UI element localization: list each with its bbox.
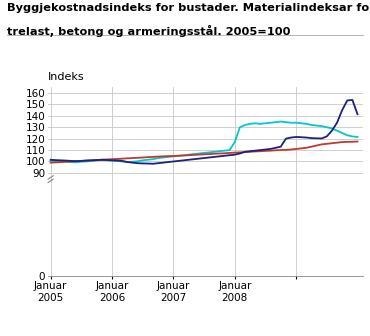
Betong [110, 157, 114, 161]
Betong [48, 161, 53, 165]
Text: Byggjekostnadsindeks for bustader. Materialindeksar for: Byggjekostnadsindeks for bustader. Mater… [7, 3, 370, 13]
Armeringsstål [48, 158, 53, 162]
Text: trelast, betong og armeringsstål. 2005=100: trelast, betong og armeringsstål. 2005=1… [7, 25, 291, 37]
Trelast [324, 125, 329, 129]
Armeringsstål [120, 159, 124, 163]
Armeringsstål [217, 154, 222, 158]
Trelast [355, 135, 360, 139]
Line: Trelast: Trelast [51, 122, 357, 162]
Armeringsstål [350, 98, 354, 102]
Armeringsstål [151, 162, 155, 166]
Trelast [279, 120, 283, 124]
Text: Indeks: Indeks [48, 72, 85, 82]
Armeringsstål [110, 158, 114, 162]
Armeringsstål [355, 112, 360, 116]
Line: Armeringsstål: Armeringsstål [51, 100, 357, 164]
Armeringsstål [238, 152, 242, 156]
Trelast [74, 160, 78, 164]
Trelast [115, 159, 120, 163]
Betong [232, 151, 237, 155]
Trelast [238, 125, 242, 129]
Trelast [217, 149, 222, 153]
Betong [314, 143, 319, 148]
Line: Betong: Betong [51, 141, 357, 163]
Armeringsstål [161, 161, 165, 165]
Trelast [48, 159, 53, 163]
Betong [212, 152, 216, 156]
Betong [120, 157, 124, 161]
Trelast [161, 156, 165, 160]
Betong [156, 155, 160, 159]
Armeringsstål [319, 136, 324, 140]
Trelast [125, 160, 130, 164]
Betong [355, 139, 360, 143]
